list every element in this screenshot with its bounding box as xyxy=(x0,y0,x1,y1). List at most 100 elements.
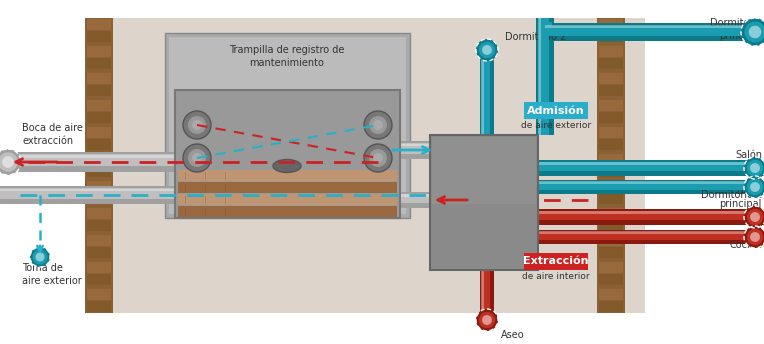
Circle shape xyxy=(750,182,760,192)
Bar xyxy=(87,58,111,69)
Bar xyxy=(599,85,623,96)
Circle shape xyxy=(476,309,498,331)
Bar xyxy=(599,19,623,30)
Bar xyxy=(599,31,623,42)
Circle shape xyxy=(482,315,492,325)
Bar xyxy=(175,90,400,218)
Bar xyxy=(165,33,410,218)
Circle shape xyxy=(476,39,498,61)
Bar xyxy=(599,289,623,300)
Circle shape xyxy=(479,42,495,58)
Bar xyxy=(538,209,764,225)
Bar xyxy=(87,154,111,165)
Text: Boca de aire
extracción: Boca de aire extracción xyxy=(22,123,83,146)
FancyBboxPatch shape xyxy=(524,102,588,119)
Bar xyxy=(85,18,113,313)
Bar xyxy=(87,19,111,30)
Bar xyxy=(482,270,490,320)
Circle shape xyxy=(744,176,764,198)
Text: Dormitorio 1: Dormitorio 1 xyxy=(701,190,762,200)
Circle shape xyxy=(741,18,764,46)
Circle shape xyxy=(0,149,21,175)
Text: Extracción: Extracción xyxy=(523,257,589,267)
Bar xyxy=(599,58,623,69)
Bar xyxy=(0,189,197,198)
Bar xyxy=(87,100,111,111)
Bar xyxy=(538,162,764,165)
Circle shape xyxy=(750,163,760,173)
Text: de aire interior: de aire interior xyxy=(522,272,590,281)
Text: Dormitorio 2: Dormitorio 2 xyxy=(505,32,566,42)
Bar xyxy=(482,55,490,135)
Text: Trampilla de registro de
mantenimiento: Trampilla de registro de mantenimiento xyxy=(229,45,345,68)
Bar xyxy=(430,135,538,270)
Bar xyxy=(87,31,111,42)
Bar xyxy=(599,208,623,219)
Circle shape xyxy=(744,226,764,248)
Bar xyxy=(87,85,111,96)
Circle shape xyxy=(33,249,47,265)
Bar xyxy=(87,247,111,258)
Circle shape xyxy=(192,120,202,130)
Bar xyxy=(599,193,623,204)
Text: Dormitorio
principal: Dormitorio principal xyxy=(710,18,762,41)
Bar xyxy=(87,289,111,300)
Bar xyxy=(599,247,623,258)
Bar xyxy=(87,112,111,123)
Text: Cocina: Cocina xyxy=(729,240,762,250)
Bar xyxy=(0,186,197,204)
Bar xyxy=(169,37,406,214)
Bar xyxy=(480,270,494,320)
Bar xyxy=(599,154,623,165)
Text: Distribuidor
compacto: Distribuidor compacto xyxy=(455,201,513,224)
Text: Toma de
aire exterior: Toma de aire exterior xyxy=(22,263,82,286)
Bar xyxy=(87,166,111,177)
Bar xyxy=(0,154,197,158)
Bar xyxy=(538,181,764,184)
Bar xyxy=(378,194,430,203)
Bar xyxy=(178,182,397,193)
Text: Baño
principal: Baño principal xyxy=(720,186,762,209)
Bar xyxy=(599,127,623,138)
Bar xyxy=(480,50,494,58)
Circle shape xyxy=(479,312,495,328)
Bar xyxy=(480,315,494,323)
Circle shape xyxy=(373,153,383,163)
Bar xyxy=(87,235,111,246)
Text: de aire exterior: de aire exterior xyxy=(521,121,591,130)
Bar xyxy=(599,166,623,177)
Bar xyxy=(178,170,397,181)
Circle shape xyxy=(746,179,763,195)
Bar xyxy=(599,262,623,273)
Circle shape xyxy=(746,209,763,225)
Bar xyxy=(85,18,645,313)
Bar xyxy=(540,22,552,34)
Bar xyxy=(538,18,542,135)
Bar xyxy=(87,73,111,84)
Bar xyxy=(378,143,430,147)
Bar xyxy=(538,230,764,244)
Bar xyxy=(87,139,111,150)
Bar xyxy=(538,232,764,234)
Bar xyxy=(378,144,430,154)
Bar xyxy=(545,23,764,41)
Circle shape xyxy=(746,229,763,245)
Circle shape xyxy=(746,160,763,176)
Bar xyxy=(0,155,197,166)
Circle shape xyxy=(369,116,387,134)
Bar xyxy=(87,220,111,231)
Bar xyxy=(599,100,623,111)
Bar xyxy=(539,18,549,135)
Bar xyxy=(432,137,536,204)
Bar xyxy=(599,181,623,192)
Text: Salón: Salón xyxy=(735,150,762,160)
Bar xyxy=(87,181,111,192)
Circle shape xyxy=(2,156,14,168)
Bar xyxy=(538,211,764,214)
Circle shape xyxy=(364,111,392,139)
Ellipse shape xyxy=(273,160,301,172)
Circle shape xyxy=(749,26,761,38)
Bar xyxy=(536,18,554,135)
Bar xyxy=(545,26,764,35)
Bar xyxy=(87,127,111,138)
